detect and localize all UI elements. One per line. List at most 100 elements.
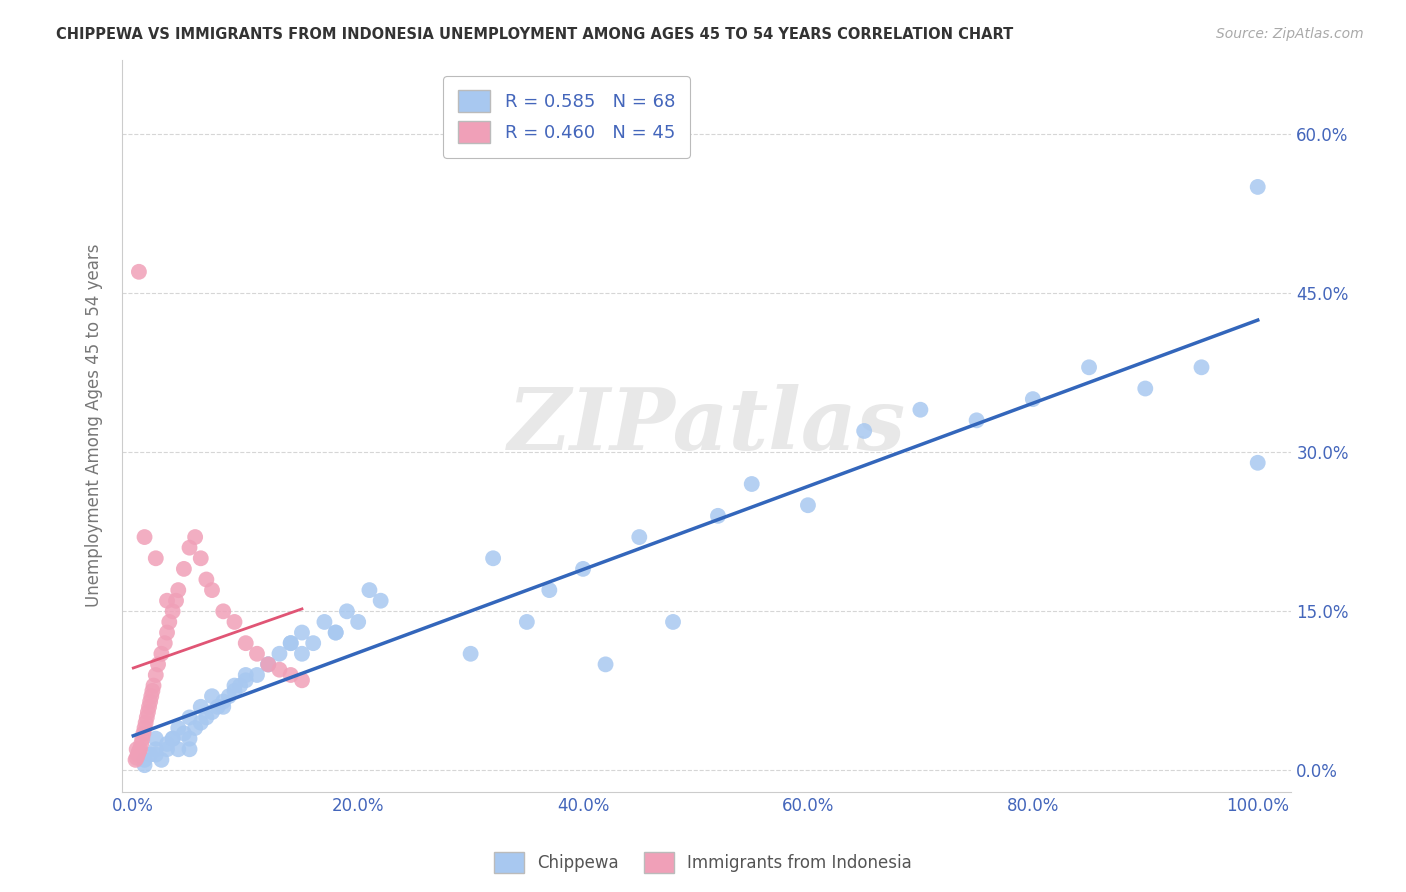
Point bbox=[165, 593, 187, 607]
Point bbox=[291, 625, 314, 640]
Point bbox=[235, 673, 257, 688]
Point bbox=[201, 583, 224, 598]
Point bbox=[179, 731, 201, 746]
Point bbox=[224, 615, 246, 629]
Point bbox=[150, 753, 173, 767]
Point bbox=[131, 731, 153, 746]
Point bbox=[156, 737, 179, 751]
Point bbox=[257, 657, 280, 672]
Point bbox=[280, 636, 302, 650]
Point bbox=[370, 593, 392, 607]
Legend: Chippewa, Immigrants from Indonesia: Chippewa, Immigrants from Indonesia bbox=[488, 846, 918, 880]
Point bbox=[134, 758, 156, 772]
Point bbox=[741, 477, 763, 491]
Point bbox=[314, 615, 336, 629]
Point bbox=[966, 413, 988, 427]
Point bbox=[224, 684, 246, 698]
Point bbox=[125, 742, 148, 756]
Point bbox=[138, 699, 160, 714]
Point bbox=[1078, 360, 1101, 375]
Point bbox=[212, 699, 235, 714]
Point bbox=[156, 593, 179, 607]
Point bbox=[482, 551, 505, 566]
Point bbox=[145, 551, 167, 566]
Point bbox=[195, 573, 218, 587]
Point bbox=[628, 530, 651, 544]
Point bbox=[797, 498, 820, 512]
Point bbox=[1135, 382, 1157, 396]
Point bbox=[167, 583, 190, 598]
Point bbox=[125, 750, 148, 764]
Point bbox=[662, 615, 685, 629]
Point bbox=[179, 541, 201, 555]
Point bbox=[162, 604, 184, 618]
Point bbox=[173, 726, 195, 740]
Point bbox=[460, 647, 482, 661]
Point bbox=[156, 742, 179, 756]
Point bbox=[142, 679, 165, 693]
Point bbox=[195, 710, 218, 724]
Point bbox=[538, 583, 561, 598]
Point bbox=[128, 265, 150, 279]
Point bbox=[224, 679, 246, 693]
Point bbox=[212, 694, 235, 708]
Point bbox=[190, 699, 212, 714]
Point bbox=[325, 625, 347, 640]
Point bbox=[145, 742, 167, 756]
Text: ZIPatlas: ZIPatlas bbox=[508, 384, 905, 467]
Point bbox=[325, 625, 347, 640]
Point bbox=[157, 615, 180, 629]
Point bbox=[246, 668, 269, 682]
Point bbox=[1022, 392, 1045, 406]
Point bbox=[162, 731, 184, 746]
Point bbox=[179, 742, 201, 756]
Point bbox=[156, 625, 179, 640]
Point bbox=[1247, 456, 1270, 470]
Point bbox=[190, 715, 212, 730]
Point bbox=[167, 742, 190, 756]
Point bbox=[1247, 180, 1270, 194]
Point bbox=[291, 647, 314, 661]
Point bbox=[910, 402, 932, 417]
Point bbox=[136, 705, 159, 719]
Point bbox=[229, 679, 252, 693]
Point bbox=[572, 562, 595, 576]
Point bbox=[207, 699, 229, 714]
Point bbox=[280, 668, 302, 682]
Point bbox=[134, 530, 156, 544]
Point bbox=[336, 604, 359, 618]
Point bbox=[246, 647, 269, 661]
Point bbox=[516, 615, 538, 629]
Point bbox=[707, 508, 730, 523]
Point bbox=[134, 753, 156, 767]
Point bbox=[128, 744, 150, 758]
Point bbox=[145, 747, 167, 762]
Point bbox=[145, 731, 167, 746]
Point bbox=[179, 710, 201, 724]
Point bbox=[145, 668, 167, 682]
Point bbox=[146, 657, 169, 672]
Point bbox=[129, 742, 152, 756]
Point bbox=[162, 731, 184, 746]
Point bbox=[235, 668, 257, 682]
Text: CHIPPEWA VS IMMIGRANTS FROM INDONESIA UNEMPLOYMENT AMONG AGES 45 TO 54 YEARS COR: CHIPPEWA VS IMMIGRANTS FROM INDONESIA UN… bbox=[56, 27, 1014, 42]
Point bbox=[135, 710, 157, 724]
Point bbox=[235, 636, 257, 650]
Point bbox=[347, 615, 370, 629]
Point bbox=[141, 690, 163, 704]
Point bbox=[291, 673, 314, 688]
Point bbox=[139, 747, 162, 762]
Point bbox=[257, 657, 280, 672]
Point bbox=[184, 530, 207, 544]
Point bbox=[257, 657, 280, 672]
Point bbox=[218, 690, 240, 704]
Point bbox=[132, 726, 155, 740]
Point bbox=[129, 737, 152, 751]
Point bbox=[139, 694, 162, 708]
Point bbox=[127, 747, 149, 762]
Legend: R = 0.585   N = 68, R = 0.460   N = 45: R = 0.585 N = 68, R = 0.460 N = 45 bbox=[443, 76, 689, 158]
Point bbox=[1191, 360, 1213, 375]
Point bbox=[595, 657, 617, 672]
Point bbox=[212, 604, 235, 618]
Point bbox=[134, 721, 156, 735]
